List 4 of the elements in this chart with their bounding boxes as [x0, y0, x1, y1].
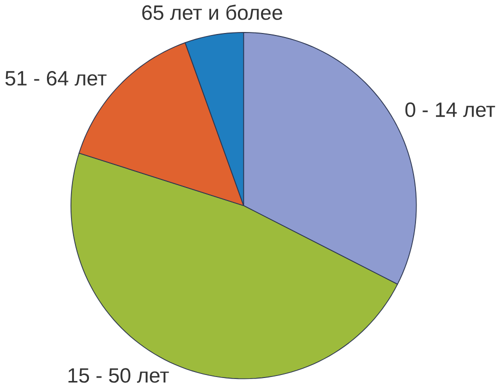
slice-label: 65 лет и более — [142, 4, 282, 20]
slice-label: 51 - 64 лет — [5, 70, 107, 86]
slice-label: 15 - 50 лет — [68, 368, 169, 383]
slice-label: 0 - 14 лет — [405, 102, 496, 117]
